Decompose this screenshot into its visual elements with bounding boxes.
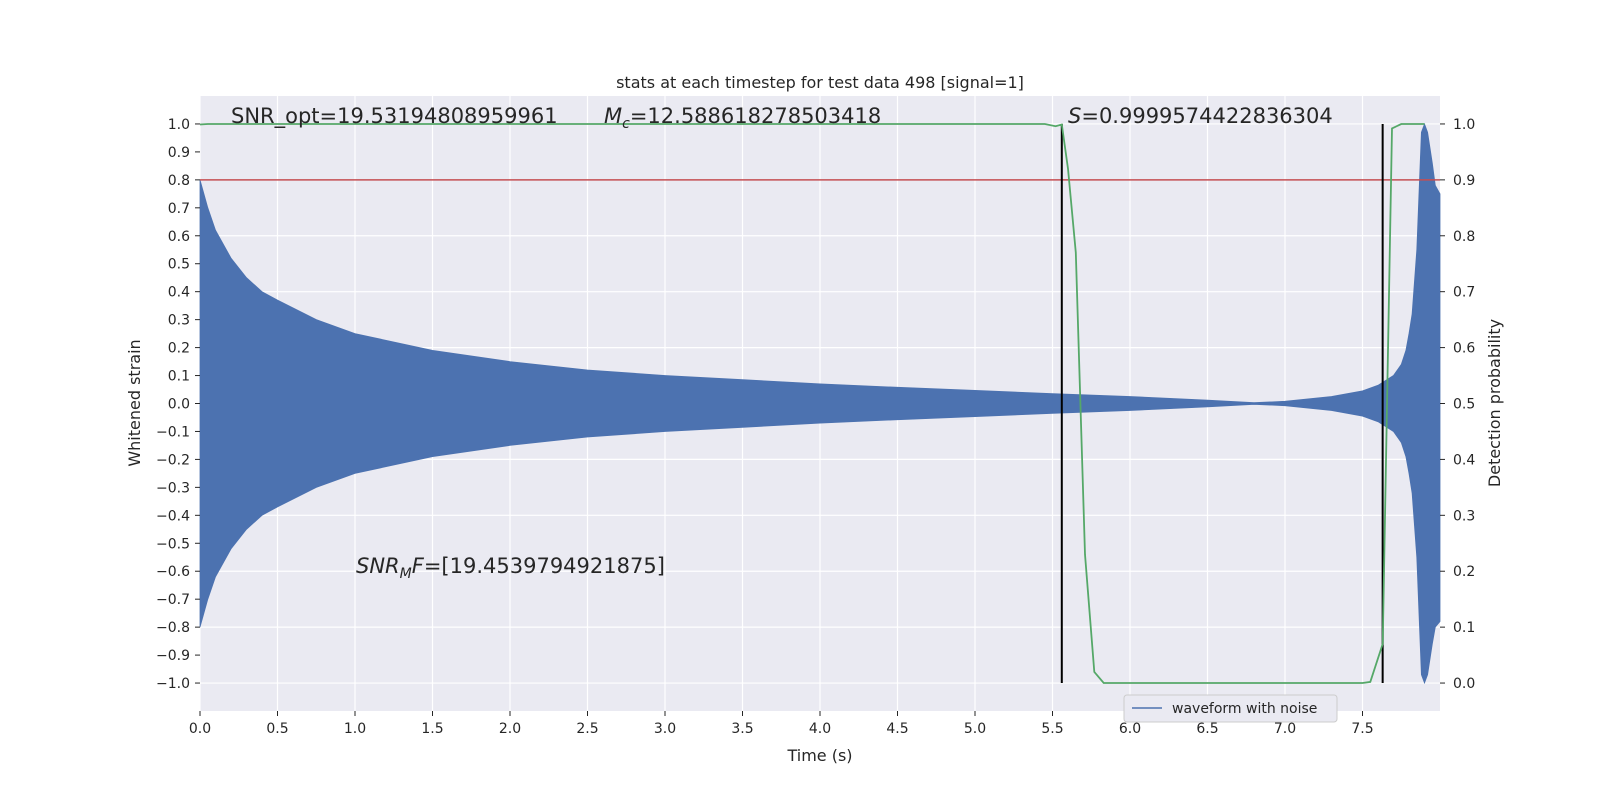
left-y-tick-label: 0.9 xyxy=(168,145,190,161)
left-y-tick-label: 0.5 xyxy=(168,257,190,273)
left-y-tick-label: −0.5 xyxy=(156,536,190,552)
x-tick-label: 1.5 xyxy=(421,721,443,737)
x-tick-label: 7.5 xyxy=(1351,721,1373,737)
x-tick-label: 0.0 xyxy=(189,721,211,737)
x-tick-label: 4.5 xyxy=(886,721,908,737)
left-y-tick-label: −0.8 xyxy=(156,620,190,636)
s-statistic-symbol: S xyxy=(1068,104,1081,128)
x-tick-label: 1.0 xyxy=(344,721,366,737)
right-y-tick-label: 0.1 xyxy=(1453,620,1475,636)
legend: waveform with noise xyxy=(1123,694,1338,723)
x-tick-label: 0.5 xyxy=(266,721,288,737)
left-y-tick-label: −0.9 xyxy=(156,648,190,664)
s-statistic-annotation: S=0.9999574422836304 xyxy=(1068,104,1333,128)
snr-mf-subscript: M xyxy=(400,566,412,582)
left-y-tick-label: 1.0 xyxy=(168,117,190,133)
right-y-axis-label: Detection probability xyxy=(1485,319,1504,487)
waveform-band xyxy=(199,122,1441,685)
left-y-tick-label: −0.6 xyxy=(156,564,190,580)
left-y-tick-label: 0.3 xyxy=(168,313,190,329)
x-tick-label: 5.0 xyxy=(964,721,986,737)
right-y-tick-label: 0.4 xyxy=(1453,452,1475,468)
x-tick-label: 6.0 xyxy=(1119,721,1141,737)
chirp-mass-subscript: c xyxy=(622,116,630,132)
snr-mf-value: =[19.4539794921875] xyxy=(424,554,665,578)
left-y-tick-label: 0.0 xyxy=(168,397,190,413)
right-y-tick-label: 0.9 xyxy=(1453,173,1475,189)
detection-probability-series xyxy=(199,123,1425,684)
left-y-axis-ticks: −1.0 −0.9 −0.8 −0.7 −0.6 −0.5 −0.4 −0.3 −0.2 −0.1… xyxy=(156,117,200,692)
right-y-tick-label: 0.6 xyxy=(1453,341,1475,357)
left-y-tick-label: −0.7 xyxy=(156,592,190,608)
chirp-mass-annotation: Mc=12.588618278503418 xyxy=(604,104,881,132)
right-y-tick-label: 0.3 xyxy=(1453,508,1475,524)
x-tick-label: 4.0 xyxy=(809,721,831,737)
reference-lines xyxy=(200,123,1440,684)
snr-opt-annotation: SNR_opt=19.53194808959961 xyxy=(231,104,558,129)
right-y-tick-label: 0.2 xyxy=(1453,564,1475,580)
left-y-tick-label: 0.7 xyxy=(168,201,190,217)
left-y-tick-label: 0.2 xyxy=(168,341,190,357)
chirp-mass-value: =12.588618278503418 xyxy=(630,104,881,128)
right-y-tick-label: 0.7 xyxy=(1453,285,1475,301)
s-statistic-value: =0.9999574422836304 xyxy=(1081,104,1332,128)
legend-label-waveform: waveform with noise xyxy=(1172,701,1317,717)
left-y-tick-label: 0.1 xyxy=(168,369,190,385)
left-y-tick-label: −0.3 xyxy=(156,480,190,496)
snr-mf-f: F xyxy=(412,554,425,578)
left-y-tick-label: −0.2 xyxy=(156,452,190,468)
x-tick-label: 5.5 xyxy=(1041,721,1063,737)
right-y-tick-label: 0.8 xyxy=(1453,229,1475,245)
chart-title: stats at each timestep for test data 498… xyxy=(616,73,1024,92)
snr-mf-symbol: SNR xyxy=(356,554,400,578)
x-tick-label: 2.0 xyxy=(499,721,521,737)
legend-box xyxy=(1123,694,1338,723)
x-tick-label: 2.5 xyxy=(576,721,598,737)
right-y-axis-ticks: 0.0 0.1 0.2 0.3 0.4 0.5 0.6 0.7 0.8 0.9 1.0 xyxy=(1440,117,1475,692)
detection-probability-line xyxy=(199,123,1425,684)
left-y-tick-label: 0.8 xyxy=(168,173,190,189)
right-y-tick-label: 0.0 xyxy=(1453,676,1475,692)
left-y-axis-label: Whitened strain xyxy=(125,339,144,466)
right-y-tick-label: 0.5 xyxy=(1453,397,1475,413)
x-tick-label: 7.0 xyxy=(1274,721,1296,737)
x-axis-ticks: 0.0 0.5 1.0 1.5 2.0 2.5 3.0 3.5 4.0 4.5 5.0 5.5 6.0 6… xyxy=(189,711,1374,737)
x-tick-label: 3.0 xyxy=(654,721,676,737)
x-tick-label: 3.5 xyxy=(731,721,753,737)
chirp-mass-symbol: M xyxy=(604,104,622,128)
x-tick-label: 6.5 xyxy=(1196,721,1218,737)
x-axis-label: Time (s) xyxy=(786,746,852,765)
waveform-series xyxy=(199,122,1441,685)
left-y-tick-label: −0.1 xyxy=(156,424,190,440)
left-y-tick-label: −1.0 xyxy=(156,676,190,692)
left-y-tick-label: 0.4 xyxy=(168,285,190,301)
left-y-tick-label: 0.6 xyxy=(168,229,190,245)
left-y-tick-label: −0.4 xyxy=(156,508,190,524)
snr-mf-annotation: SNRMF=[19.4539794921875] xyxy=(356,554,665,582)
right-y-tick-label: 1.0 xyxy=(1453,117,1475,133)
